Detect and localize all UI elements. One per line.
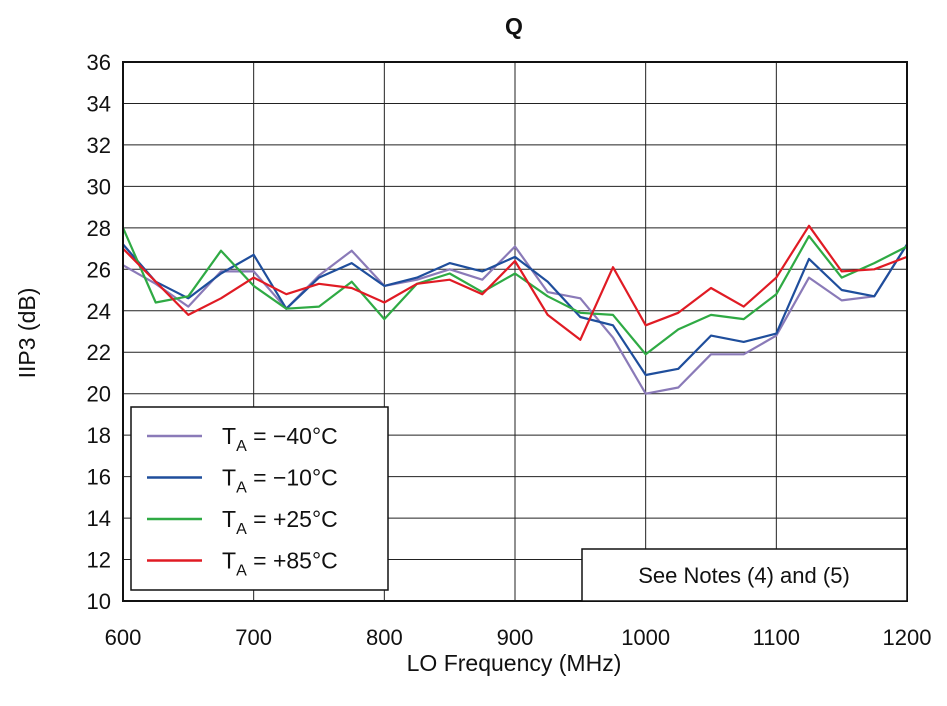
series-line bbox=[121, 227, 908, 356]
y-tick-label: 20 bbox=[87, 382, 111, 407]
plot-frame bbox=[122, 61, 908, 602]
y-tick-label: 22 bbox=[87, 340, 111, 365]
legend-entry: TA = +25°C bbox=[222, 506, 338, 538]
y-tick-label: 12 bbox=[87, 548, 111, 573]
series-group bbox=[121, 224, 908, 395]
y-tick-label: 14 bbox=[87, 506, 111, 531]
y-tick-label: 36 bbox=[87, 50, 111, 75]
y-tick-label: 16 bbox=[87, 465, 111, 490]
x-tick-label: 600 bbox=[105, 625, 142, 650]
x-tick-label: 900 bbox=[497, 625, 534, 650]
legend-entry: TA = −40°C bbox=[222, 423, 338, 455]
y-tick-label: 28 bbox=[87, 216, 111, 241]
y-tick-label: 24 bbox=[87, 299, 111, 324]
y-tick-label: 30 bbox=[87, 174, 111, 199]
legend-entry: TA = −10°C bbox=[222, 465, 338, 497]
tick-labels: 10 12 14 16 18 20 22 24 26 28 30 32 34 36 600 700 800 900… bbox=[87, 50, 932, 650]
x-tick-label: 800 bbox=[366, 625, 403, 650]
series-line bbox=[122, 224, 908, 341]
x-tick-label: 1000 bbox=[621, 625, 670, 650]
series-line bbox=[122, 243, 908, 377]
y-tick-label: 26 bbox=[87, 257, 111, 282]
notes-box bbox=[581, 548, 908, 602]
y-tick-label: 32 bbox=[87, 133, 111, 158]
x-tick-label: 1100 bbox=[753, 625, 800, 650]
legend: TA = −40°C TA = −10°C TA = +25°C TA = +85°C bbox=[130, 406, 389, 591]
y-axis-title: IIP3 (dB) bbox=[14, 288, 40, 379]
x-tick-label: 1200 bbox=[883, 625, 932, 650]
y-tick-label: 34 bbox=[87, 91, 111, 116]
y-tick-label: 18 bbox=[87, 423, 111, 448]
y-tick-label: 10 bbox=[87, 589, 111, 614]
chart-title: Q bbox=[505, 13, 523, 39]
legend-entry: TA = +85°C bbox=[222, 548, 338, 580]
x-tick-label: 700 bbox=[235, 625, 272, 650]
series-line bbox=[122, 243, 908, 395]
notes-text: See Notes (4) and (5) bbox=[638, 563, 850, 588]
notes-annotation: See Notes (4) and (5) bbox=[581, 548, 908, 602]
x-axis-title: LO Frequency (MHz) bbox=[407, 650, 622, 676]
